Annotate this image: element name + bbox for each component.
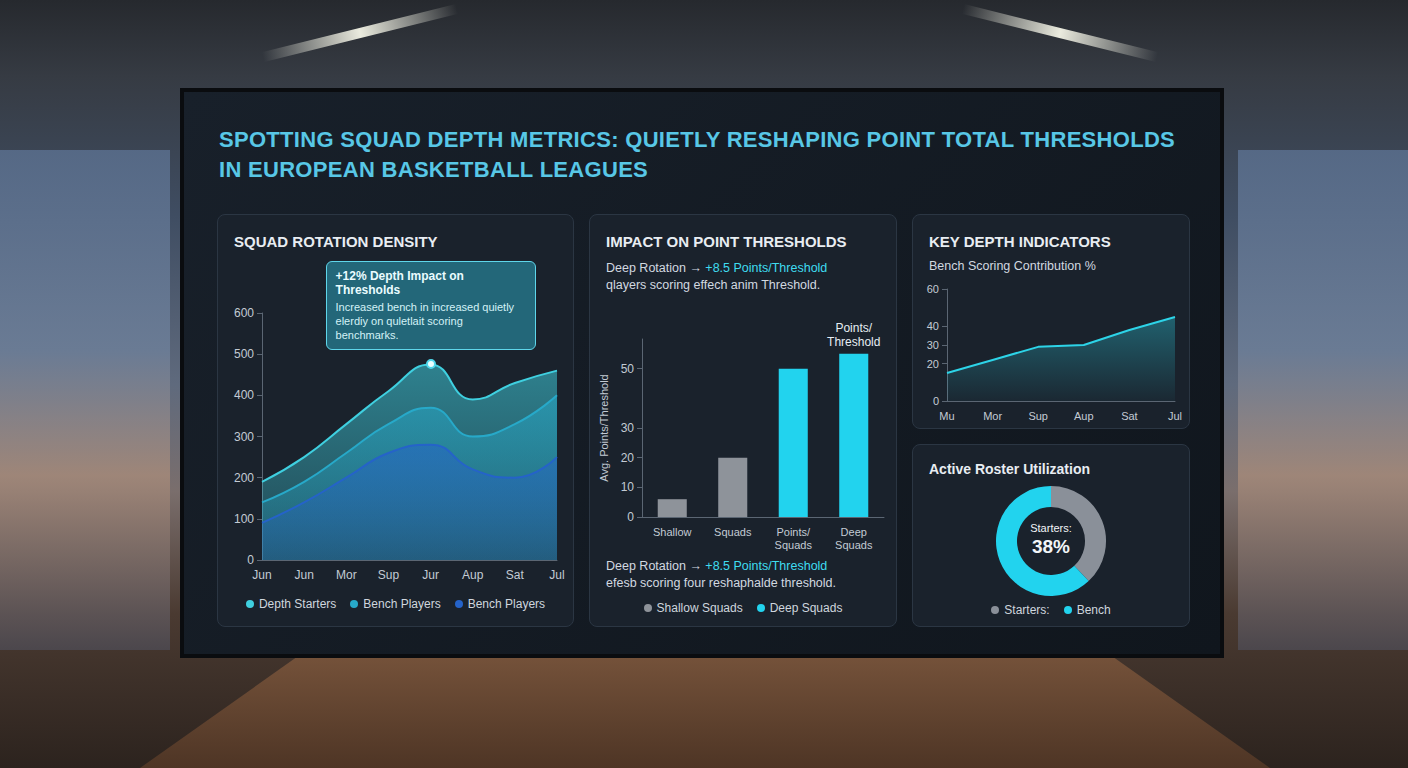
svg-text:Points/: Points/ (835, 321, 872, 335)
svg-text:500: 500 (234, 347, 254, 361)
svg-text:0: 0 (247, 553, 254, 567)
svg-text:Jun: Jun (252, 568, 271, 582)
svg-text:Mor: Mor (336, 568, 357, 582)
html-text:SQUAD ROTATION DENSITY: SQUAD ROTATION DENSITY (234, 233, 438, 250)
svg-text:Mu: Mu (939, 410, 954, 422)
html-text:qlayers scoring effech anim Th: qlayers scoring effech anim Threshold. (606, 278, 821, 292)
html-text:Active Roster Utilization: Active Roster Utilization (929, 461, 1090, 477)
svg-text:0: 0 (933, 395, 939, 407)
html-text:Bench Scoring Contribution %: Bench Scoring Contribution % (929, 259, 1096, 273)
svg-text:600: 600 (234, 306, 254, 320)
html-text:Depth Starters: Depth Starters (258, 597, 337, 611)
svg-text:300: 300 (234, 430, 254, 444)
svg-text:Jur: Jur (422, 568, 439, 582)
html-text:Shallow Squads: Shallow Squads (656, 601, 743, 615)
svg-text:Jul: Jul (549, 568, 564, 582)
svg-text:Sat: Sat (1121, 410, 1138, 422)
svg-text:30: 30 (621, 421, 635, 435)
svg-text:50: 50 (621, 362, 635, 376)
html-text:Deep Squads: Deep Squads (769, 601, 843, 615)
html-text:Bench: Bench (1076, 603, 1111, 617)
svg-text:Mor: Mor (983, 410, 1002, 422)
svg-text:Deep: Deep (841, 526, 867, 538)
html-text:KEY DEPTH INDICATORS: KEY DEPTH INDICATORS (929, 233, 1111, 250)
html-text:Bench Players: Bench Players (363, 597, 441, 611)
html-text:38%: 38% (1032, 536, 1070, 557)
svg-text:10: 10 (621, 480, 635, 494)
svg-text:Points/: Points/ (776, 526, 811, 538)
svg-text:Shallow: Shallow (653, 526, 692, 538)
html-text:Deep Rotation → +8.5 Points/Th: Deep Rotation → +8.5 Points/Threshold (606, 559, 828, 573)
svg-text:30: 30 (927, 339, 939, 351)
html-text:Deep Rotation → +8.5 Points/Th: Deep Rotation → +8.5 Points/Threshold (606, 261, 828, 275)
html-text:Increased bench in increased q: Increased bench in increased quietly ele… (335, 301, 515, 342)
svg-text:Avg. Points/Threshold: Avg. Points/Threshold (598, 374, 610, 481)
svg-text:20: 20 (621, 451, 635, 465)
svg-text:Sup: Sup (378, 568, 400, 582)
html-text:+12% Depth Impact on Threshold: +12% Depth Impact on Thresholds (335, 269, 464, 298)
html-text:Bench Players: Bench Players (467, 597, 546, 611)
svg-text:400: 400 (234, 388, 254, 402)
svg-text:200: 200 (234, 471, 254, 485)
svg-text:Jun: Jun (294, 568, 313, 582)
svg-text:60: 60 (927, 283, 939, 295)
html-text:efesb scoring four reshaphalde: efesb scoring four reshaphalde threshold… (606, 576, 836, 590)
svg-text:Squads: Squads (775, 539, 813, 551)
svg-text:Squads: Squads (714, 526, 752, 538)
svg-text:20: 20 (927, 358, 939, 370)
html-text:Starters:: Starters: (1030, 522, 1072, 534)
svg-text:100: 100 (234, 512, 254, 526)
svg-text:Aup: Aup (1074, 410, 1094, 422)
svg-text:Threshold: Threshold (827, 335, 880, 349)
html-text:SPOTTING SQUAD DEPTH METRICS:: SPOTTING SQUAD DEPTH METRICS: QUIETLY RE… (219, 127, 1176, 182)
html-text:IMPACT ON POINT THRESHOLDS: IMPACT ON POINT THRESHOLDS (606, 233, 847, 250)
svg-text:Sat: Sat (506, 568, 525, 582)
svg-text:Aup: Aup (462, 568, 484, 582)
html-text:Starters:: Starters: (1004, 603, 1050, 617)
svg-text:Sup: Sup (1028, 410, 1048, 422)
svg-text:Squads: Squads (835, 539, 873, 551)
svg-text:Jul: Jul (1168, 410, 1182, 422)
svg-text:0: 0 (627, 510, 634, 524)
svg-text:40: 40 (927, 320, 939, 332)
